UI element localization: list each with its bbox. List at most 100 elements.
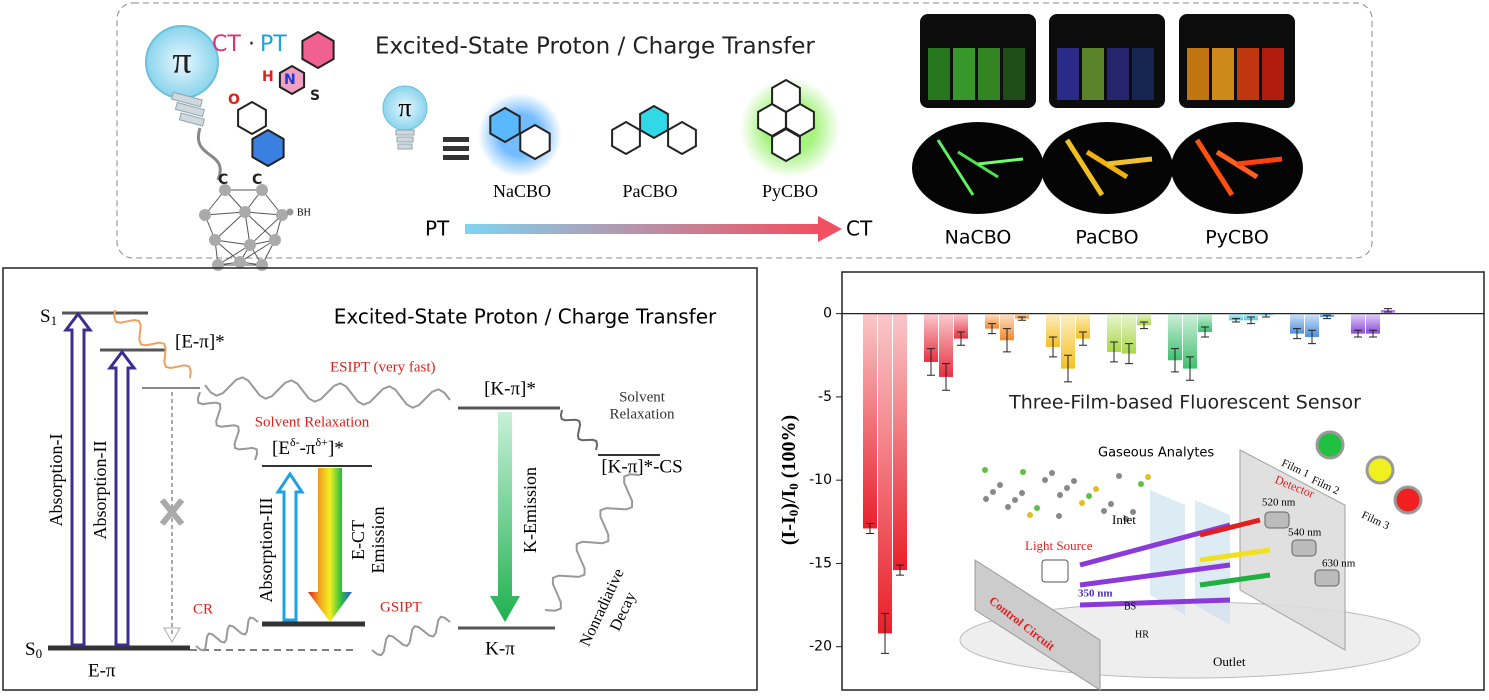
sensor-inset: Three-Film-based Fluorescent Sensor Gase… <box>959 392 1423 691</box>
process-label: Absorption-I <box>46 434 66 527</box>
photos <box>912 14 1303 214</box>
bar <box>1366 313 1380 334</box>
bond <box>239 239 276 263</box>
error-bar <box>957 331 965 346</box>
inset-label: BS <box>1124 601 1136 612</box>
axis-start: PT <box>425 217 450 241</box>
atom-ball <box>212 259 224 271</box>
bond <box>249 214 283 246</box>
error-bar <box>1201 326 1209 338</box>
crystal <box>1085 149 1129 180</box>
vial <box>1262 48 1284 100</box>
molecule <box>1034 505 1040 511</box>
bond <box>214 211 246 241</box>
molecule-drawings <box>199 30 840 271</box>
superscript: δ+ <box>316 435 329 449</box>
bond <box>244 211 283 216</box>
bar <box>924 313 938 362</box>
atoms: H N O S C C <box>218 69 320 188</box>
absorption-arrow <box>107 349 137 647</box>
process-label: Solvent <box>619 389 666 405</box>
process-label: CR <box>193 601 213 617</box>
state-label: -π <box>300 438 316 459</box>
atom: C <box>218 172 228 188</box>
state-label: [K-π]*-CS <box>601 456 682 477</box>
error-bar <box>942 363 950 391</box>
error-bar <box>1232 318 1240 323</box>
error-bar <box>1293 328 1301 340</box>
toc-title: Excited-State Proton / Charge Transfer <box>375 34 815 60</box>
molecule <box>1020 469 1026 475</box>
molecule <box>1019 490 1025 496</box>
error-bar <box>1171 348 1179 373</box>
crystal <box>1215 149 1259 180</box>
ring <box>237 100 267 136</box>
wavy-arrow <box>204 376 451 409</box>
error-bar <box>927 348 935 376</box>
photo-label: NaCBO <box>945 227 1012 249</box>
bond <box>204 211 246 216</box>
inset-label: Film 3 <box>1360 509 1392 532</box>
y-axis-label: (I-I <box>778 516 800 545</box>
crystal <box>1194 138 1235 197</box>
ring <box>251 128 285 168</box>
ring <box>667 120 697 156</box>
vial <box>1057 48 1079 100</box>
pi-symbol: π <box>172 40 191 82</box>
process-label: Solvent Relaxation <box>255 414 370 430</box>
atom-ball <box>244 239 256 251</box>
energy-diagram: Excited-State Proton / Charge Transfer S… <box>2 267 758 691</box>
wavy-arrow <box>195 616 259 652</box>
error-bar <box>896 564 904 576</box>
ring <box>519 123 551 161</box>
atom-ball <box>219 184 231 196</box>
crystal <box>1236 156 1283 167</box>
molecule <box>1086 493 1092 499</box>
state-label: S0 <box>25 639 42 661</box>
y-axis-label: )/I <box>778 490 800 510</box>
error-bar <box>1125 343 1133 365</box>
bar <box>1351 313 1365 334</box>
error-bar <box>1110 341 1118 363</box>
atom-ball <box>256 184 268 196</box>
molecule <box>1057 492 1063 498</box>
error-bar <box>1308 329 1316 345</box>
vial <box>928 48 950 100</box>
vial <box>978 48 1000 100</box>
error-bar <box>988 323 996 335</box>
error-bar <box>1262 313 1270 318</box>
atom-ball <box>209 234 221 246</box>
bond <box>244 211 276 241</box>
ring <box>278 64 306 96</box>
molecule <box>1056 513 1062 519</box>
molecule <box>1123 516 1129 522</box>
analyte-molecules <box>982 467 1151 522</box>
film-discs <box>1315 430 1423 515</box>
control-board <box>974 559 1101 691</box>
y-tick-label: -5 <box>818 389 832 405</box>
ect-arrow <box>308 468 352 622</box>
vial <box>953 48 975 100</box>
subscript: 0 <box>786 483 801 490</box>
y-tick-label: -15 <box>809 555 832 571</box>
dashed-arrow-head <box>163 627 181 644</box>
y-axis-label: (I-I0)/I0 (100%) <box>778 415 801 545</box>
state-label: E-π <box>88 660 116 681</box>
molecule <box>1101 508 1107 514</box>
molecule <box>1116 473 1122 479</box>
atom: H <box>262 69 274 85</box>
error-bar <box>1140 321 1148 330</box>
molecule <box>1027 512 1033 518</box>
inset-label: Outlet <box>1213 654 1246 669</box>
compound-label: PaCBO <box>622 181 677 201</box>
y-tick-label: -20 <box>809 639 832 655</box>
error-bar <box>1384 308 1392 313</box>
state-label: [E-π]* <box>175 331 225 352</box>
error-bar <box>1186 356 1194 381</box>
bar <box>878 313 892 634</box>
bond <box>217 244 251 266</box>
molecule <box>1071 478 1077 484</box>
inset-label: 540 nm <box>1288 527 1322 539</box>
error-bar <box>1247 316 1255 325</box>
